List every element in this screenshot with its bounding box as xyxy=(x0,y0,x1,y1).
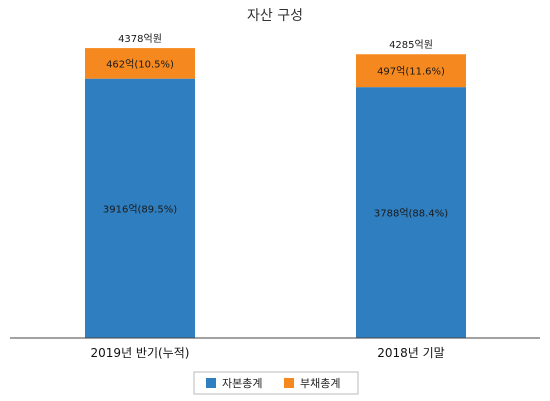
chart-title: 자산 구성 xyxy=(247,8,303,24)
total-label-1: 4285억원 xyxy=(389,39,433,51)
bar-liability-0 xyxy=(85,48,195,79)
bar-liability-1 xyxy=(356,54,466,88)
data-label-liability-0: 462억(10.5%) xyxy=(106,58,174,70)
x-axis-labels: 2019년 반기(누적) 2018년 기말 xyxy=(91,346,445,360)
legend-label-liability: 부채총계 xyxy=(300,377,340,390)
data-label-liability-1: 497억(11.6%) xyxy=(377,66,445,78)
bar-equity-0 xyxy=(85,78,195,339)
legend: 자본총계 부채총계 xyxy=(206,377,340,390)
bar-equity-1 xyxy=(356,87,466,338)
bar-group: 3916억(89.5%) 462억(10.5%) 4378억원 3788억(88.4%… xyxy=(85,33,466,339)
x-tick-label-1: 2018년 기말 xyxy=(377,346,444,360)
data-label-equity-0: 3916억(89.5%) xyxy=(103,203,177,215)
legend-swatch-equity xyxy=(206,378,216,388)
data-label-equity-1: 3788억(88.4%) xyxy=(374,208,448,220)
legend-swatch-liability xyxy=(284,378,294,388)
legend-box xyxy=(193,371,359,395)
x-tick-label-0: 2019년 반기(누적) xyxy=(91,346,190,360)
legend-label-equity: 자본총계 xyxy=(222,377,262,390)
total-label-0: 4378억원 xyxy=(118,33,162,45)
